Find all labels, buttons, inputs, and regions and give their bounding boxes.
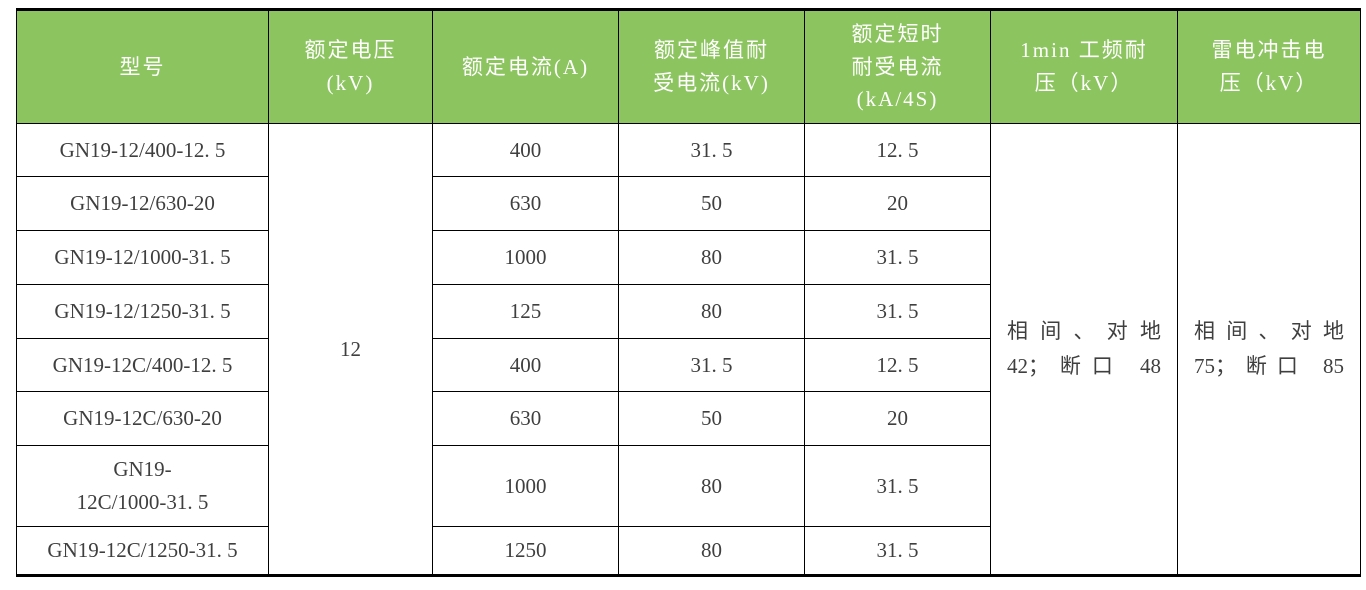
cell-current: 630 [432,176,619,231]
col-header-rated-current: 额定电流(A) [432,9,619,124]
cell-peak: 80 [618,230,805,285]
cell-peak: 80 [618,284,805,339]
cell-short-time: 31. 5 [804,445,991,527]
table-row: GN19-12C/1250-31. 5 1250 80 31. 5 [16,526,1361,576]
power-frequency-text: 相间、对地 42；断口 48 [1007,319,1161,378]
table-row: GN19-12/400-12. 5 12 400 31. 5 12. 5 相间、… [16,123,1361,576]
cell-short-time: 12. 5 [804,338,991,392]
cell-short-time: 20 [804,176,991,231]
col-header-peak-withstand: 额定峰值耐 受电流(kV) [618,9,805,124]
col-header-model: 型号 [16,9,269,124]
table-row: GN19-12C/630-20 630 50 20 [16,391,1361,446]
table-row: GN19-12/1250-31. 5 125 80 31. 5 [16,284,1361,339]
col-header-power-frequency: 1min 工频耐 压（kV） [990,9,1178,124]
cell-short-time: 31. 5 [804,230,991,285]
cell-current: 1000 [432,445,619,527]
cell-current: 1250 [432,526,619,576]
spec-table: 型号 额定电压 (kV) 额定电流(A) 额定峰值耐 受电流(kV) 额定短时 … [16,8,1361,577]
cell-rated-voltage-merged: 12 [268,123,433,576]
cell-model: GN19-12C/400-12. 5 [16,338,269,392]
cell-peak: 50 [618,391,805,446]
cell-short-time: 12. 5 [804,123,991,177]
col-header-short-time: 额定短时 耐受电流 (kA/4S) [804,9,991,124]
col-header-rated-voltage: 额定电压 (kV) [268,9,433,124]
cell-lightning-merged: 相间、对地 75；断口 85 [1177,123,1361,576]
cell-current: 1000 [432,230,619,285]
cell-peak: 31. 5 [618,338,805,392]
lightning-impulse-text: 相间、对地 75；断口 85 [1194,319,1344,378]
cell-short-time: 20 [804,391,991,446]
cell-peak: 31. 5 [618,123,805,177]
table-row: GN19- 12C/1000-31. 5 1000 80 31. 5 [16,445,1361,527]
cell-short-time: 31. 5 [804,526,991,576]
cell-peak: 80 [618,445,805,527]
cell-model: GN19- 12C/1000-31. 5 [16,445,269,527]
cell-model: GN19-12/630-20 [16,176,269,231]
cell-current: 630 [432,391,619,446]
cell-peak: 50 [618,176,805,231]
table-row: GN19-12/1000-31. 5 1000 80 31. 5 [16,230,1361,285]
col-header-lightning: 雷电冲击电 压（kV） [1177,9,1361,124]
cell-model: GN19-12C/630-20 [16,391,269,446]
cell-current: 400 [432,123,619,177]
cell-model: GN19-12/1000-31. 5 [16,230,269,285]
cell-model: GN19-12/400-12. 5 [16,123,269,177]
cell-model: GN19-12C/1250-31. 5 [16,526,269,576]
cell-power-frequency-merged: 相间、对地 42；断口 48 [990,123,1178,576]
cell-short-time: 31. 5 [804,284,991,339]
table-row: GN19-12/630-20 630 50 20 [16,176,1361,231]
cell-model: GN19-12/1250-31. 5 [16,284,269,339]
table-row: GN19-12C/400-12. 5 400 31. 5 12. 5 [16,338,1361,392]
header-row: 型号 额定电压 (kV) 额定电流(A) 额定峰值耐 受电流(kV) 额定短时 … [16,9,1361,124]
cell-peak: 80 [618,526,805,576]
cell-current: 400 [432,338,619,392]
cell-current: 125 [432,284,619,339]
